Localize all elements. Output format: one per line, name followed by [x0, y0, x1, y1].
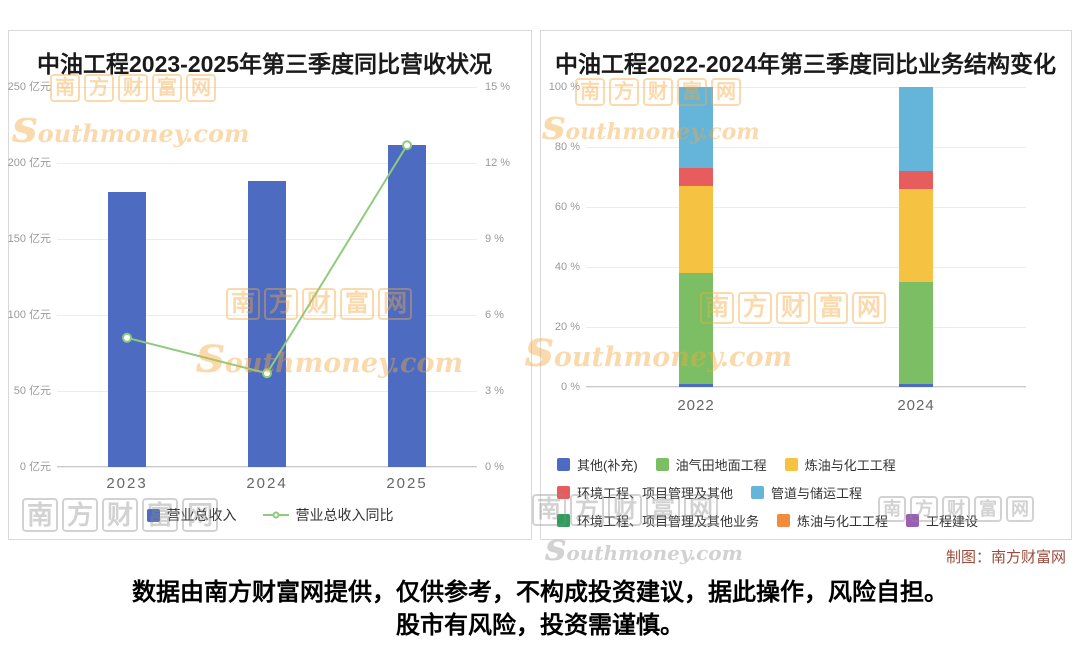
stack-segment	[679, 384, 713, 387]
revenue-chart-plot: 250 亿元 15 % 200 亿元 12 % 150 亿元 9 % 100 亿元 6 % 50…	[8, 81, 511, 492]
stack-segment	[679, 186, 713, 273]
legend-label: 管道与储运工程	[771, 486, 863, 501]
gridline	[586, 207, 1026, 208]
x-axis-label: 2025	[386, 475, 428, 492]
gridline	[57, 467, 477, 468]
right-axis-tick: 9 %	[485, 233, 504, 245]
legend-item: 营业总收入同比	[262, 505, 394, 525]
legend-label: 环境工程、项目管理及其他	[577, 486, 734, 501]
gridline	[586, 87, 1026, 88]
left-axis-tick: 0 亿元	[19, 461, 51, 473]
x-axis-label: 2024	[897, 397, 935, 414]
y-axis-tick: 0 %	[561, 381, 580, 393]
stack-segment	[679, 273, 713, 384]
disclaimer: 数据由南方财富网提供，仅供参考，不构成投资建议，据此操作，风险自担。 股市有风险…	[0, 576, 1080, 642]
stack-segment	[679, 87, 713, 168]
structure-chart-legend: 其他(补充) 油气田地面工程 炼油与化工工程 环境工程、项目管理及其他 管道与储运工程环…	[557, 455, 978, 530]
x-axis-label: 2024	[246, 475, 288, 492]
structure-chart-panel: 中油工程2022-2024年第三季度同比业务结构变化 100 % 80 % 60 %…	[540, 30, 1072, 540]
chart-credit: 制图：南方财富网	[945, 549, 1066, 566]
revenue-bar-2025	[388, 144, 426, 467]
legend-swatch	[906, 514, 920, 527]
y-axis-tick: 80 %	[554, 141, 580, 153]
stack-segment	[899, 189, 933, 282]
legend-swatch	[655, 458, 669, 471]
right-axis-tick: 6 %	[485, 309, 504, 321]
legend-item: 环境工程、项目管理及其他	[557, 483, 733, 502]
gridline	[57, 87, 477, 88]
gridline	[586, 147, 1026, 148]
revenue-chart-title: 中油工程2023-2025年第三季度同比营收状况	[37, 51, 492, 77]
stack-segment	[899, 282, 933, 384]
stack-segment	[899, 384, 933, 387]
legend-row: 环境工程、项目管理及其他业务 炼油与化工工程 工程建设	[557, 511, 978, 530]
revenue-bar-2023	[108, 191, 146, 467]
legend-swatch	[784, 458, 798, 471]
left-axis-tick: 200 亿元	[7, 157, 51, 169]
legend-swatch	[557, 514, 570, 527]
legend-item: 其他(补充)	[557, 455, 638, 474]
legend-label: 炼油与化工工程	[804, 458, 896, 473]
growth-line-path	[126, 144, 408, 375]
left-axis-tick: 250 亿元	[7, 81, 51, 93]
left-axis-tick: 150 亿元	[7, 233, 51, 245]
legend-swatch	[557, 458, 570, 471]
growth-line	[122, 140, 412, 379]
y-axis-tick: 60 %	[554, 201, 580, 213]
legend-bar-swatch	[146, 508, 160, 522]
legend-label: 环境工程、项目管理及其他业务	[577, 514, 760, 529]
legend-item: 炼油与化工工程	[777, 511, 888, 530]
right-axis-tick: 12 %	[485, 157, 511, 169]
legend-swatch	[751, 486, 765, 499]
legend-row: 其他(补充) 油气田地面工程 炼油与化工工程	[557, 455, 978, 474]
growth-line-point	[402, 140, 412, 151]
legend-label: 炼油与化工工程	[797, 514, 889, 529]
disclaimer-line2: 股市有风险，投资需谨慎。	[396, 612, 684, 639]
legend-item: 营业总收入	[146, 505, 237, 525]
y-axis-tick: 100 %	[548, 81, 580, 93]
x-axis-label: 2023	[106, 475, 148, 492]
legend-label: 工程建设	[926, 514, 979, 529]
legend-line-symbol	[262, 511, 289, 519]
gridline	[586, 387, 1026, 388]
legend-item: 油气田地面工程	[655, 455, 767, 474]
legend-item: 管道与储运工程	[751, 483, 862, 502]
legend-item: 工程建设	[906, 511, 978, 530]
structure-chart-plot: 100 % 80 % 60 % 40 % 20 % 0 % 2022 2024	[549, 81, 1026, 414]
revenue-chart-panel: 中油工程2023-2025年第三季度同比营收状况 250 亿元 15 % 200 亿…	[8, 30, 532, 540]
stack-segment	[679, 168, 713, 186]
revenue-bar-2024	[248, 181, 286, 467]
growth-line-point	[122, 332, 132, 343]
gridline	[57, 163, 477, 164]
legend-swatch	[777, 514, 791, 527]
disclaimer-line1: 数据由南方财富网提供，仅供参考，不构成投资建议，据此操作，风险自担。	[132, 579, 948, 606]
gridline	[586, 327, 1026, 328]
revenue-chart-legend: 营业总收入 营业总收入同比	[9, 505, 531, 525]
right-axis-tick: 0 %	[485, 461, 504, 473]
x-axis-label: 2022	[677, 397, 715, 414]
legend-swatch	[557, 486, 570, 499]
stack-segment	[899, 171, 933, 189]
legend-item: 炼油与化工工程	[784, 455, 896, 474]
structure-chart-title: 中油工程2022-2024年第三季度同比业务结构变化	[555, 51, 1056, 77]
right-axis-tick: 3 %	[485, 385, 504, 397]
y-axis-tick: 20 %	[554, 321, 580, 333]
left-axis-tick: 100 亿元	[7, 309, 51, 321]
legend-row: 环境工程、项目管理及其他 管道与储运工程	[557, 483, 978, 502]
stack-segment	[899, 87, 933, 171]
y-axis-tick: 40 %	[554, 261, 580, 273]
legend-label: 其他(补充)	[577, 458, 638, 473]
growth-line-point	[262, 368, 272, 379]
legend-label: 油气田地面工程	[675, 458, 767, 473]
x-axis-line	[586, 386, 1026, 387]
legend-line-marker	[272, 511, 279, 519]
legend-label: 营业总收入	[166, 507, 237, 523]
left-axis-tick: 50 亿元	[13, 385, 51, 397]
gridline	[586, 267, 1026, 268]
legend-label: 营业总收入同比	[295, 507, 394, 523]
legend-item: 环境工程、项目管理及其他业务	[557, 511, 759, 530]
right-axis-tick: 15 %	[485, 81, 511, 93]
